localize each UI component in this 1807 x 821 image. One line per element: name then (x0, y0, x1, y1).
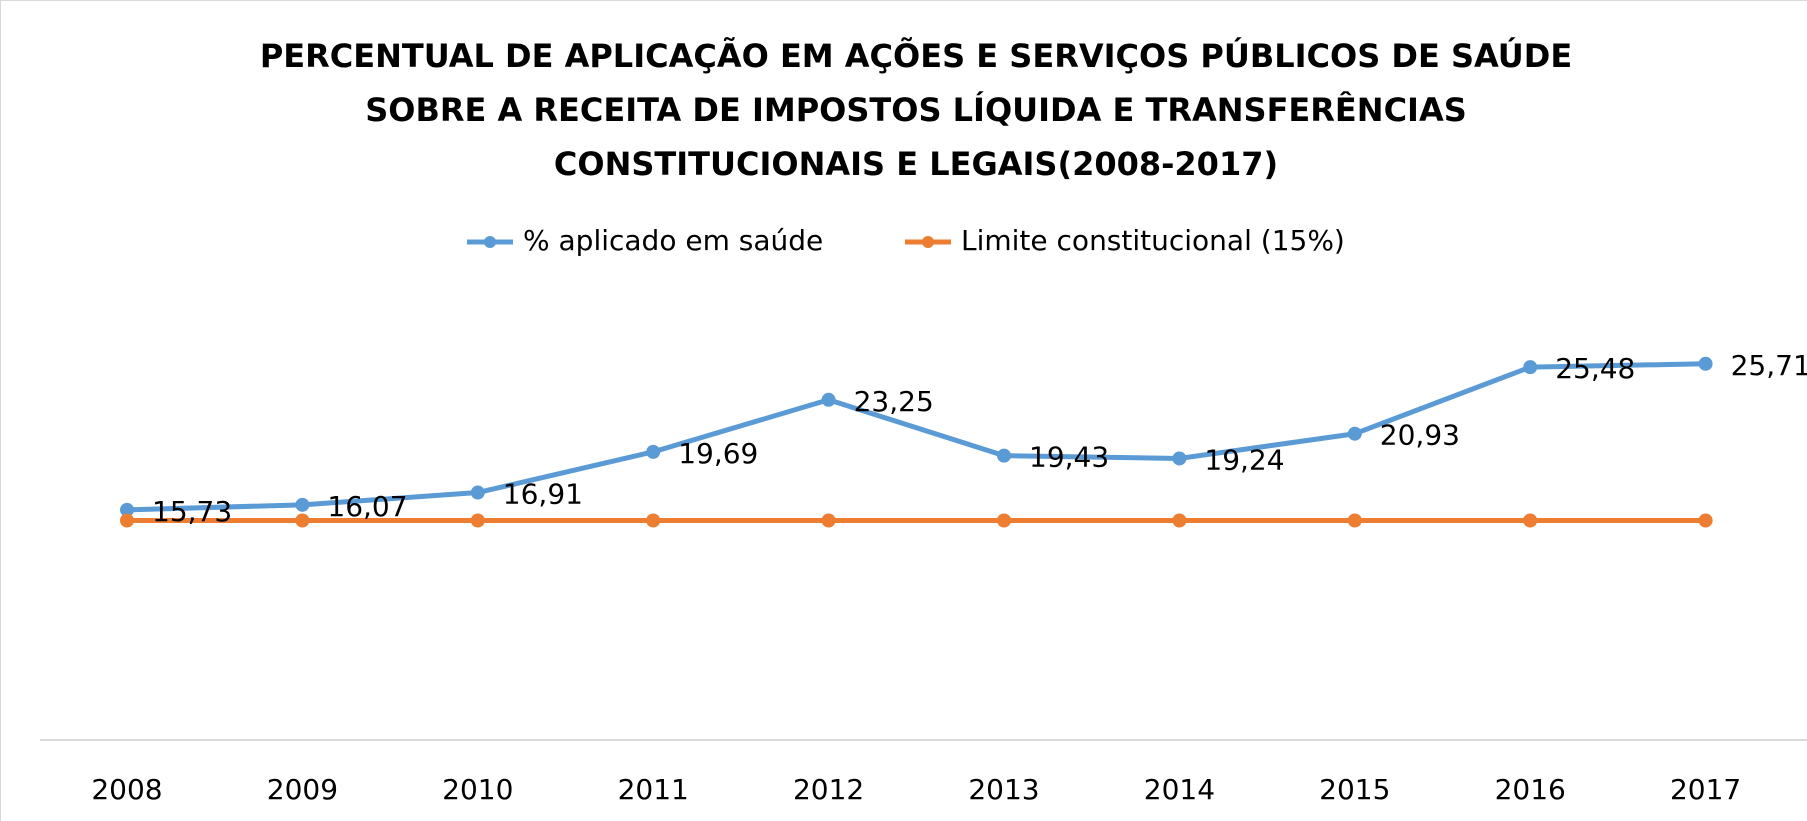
data-label: 19,43 (1029, 441, 1109, 474)
data-point (1523, 360, 1538, 375)
x-tick-label: 2015 (1319, 773, 1390, 806)
x-tick-label: 2011 (618, 773, 689, 806)
legend-label: % aplicado em saúde (523, 224, 823, 257)
data-point (120, 513, 134, 528)
data-point (1523, 513, 1538, 528)
data-point (1698, 513, 1713, 528)
legend-label: Limite constitucional (15%) (961, 224, 1345, 257)
x-tick-label: 2017 (1670, 773, 1741, 806)
data-label: 16,91 (503, 478, 583, 511)
series-line (126, 361, 1706, 513)
x-tick-label: 2008 (91, 773, 162, 806)
data-point (1347, 426, 1362, 441)
chart-title: PERCENTUAL DE APLICAÇÃO EM AÇÕES E SERVI… (260, 36, 1572, 75)
data-label: 25,71 (1731, 349, 1807, 382)
x-tick-label: 2009 (267, 773, 338, 806)
data-point (646, 444, 661, 459)
legend-marker (484, 236, 496, 248)
data-point (295, 513, 310, 528)
legend-marker (922, 236, 934, 248)
data-label: 19,24 (1204, 443, 1284, 476)
data-point (470, 513, 485, 528)
data-label: 25,48 (1555, 352, 1635, 385)
data-point (1347, 513, 1362, 528)
data-point (821, 513, 836, 528)
chart-title: CONSTITUCIONAIS E LEGAIS(2008-2017) (554, 145, 1278, 183)
x-tick-label: 2014 (1144, 773, 1215, 806)
data-label: 19,69 (678, 437, 758, 470)
data-point (997, 513, 1011, 528)
data-label: 23,25 (854, 385, 934, 418)
data-point (295, 497, 310, 512)
data-label: 20,93 (1380, 419, 1460, 452)
data-point (1698, 356, 1713, 371)
data-point (997, 448, 1011, 463)
data-point (821, 392, 836, 407)
chart-title: SOBRE A RECEITA DE IMPOSTOS LÍQUIDA E TR… (365, 91, 1467, 129)
data-point (646, 513, 661, 528)
x-tick-label: 2016 (1495, 773, 1566, 806)
x-tick-label: 2010 (442, 773, 513, 806)
data-label: 15,73 (152, 495, 232, 528)
data-point (470, 485, 485, 500)
x-tick-label: 2012 (793, 773, 864, 806)
data-point (120, 502, 134, 517)
data-point (1172, 513, 1187, 528)
data-label: 16,07 (327, 490, 407, 523)
x-tick-label: 2013 (968, 773, 1039, 806)
data-point (1172, 451, 1187, 466)
